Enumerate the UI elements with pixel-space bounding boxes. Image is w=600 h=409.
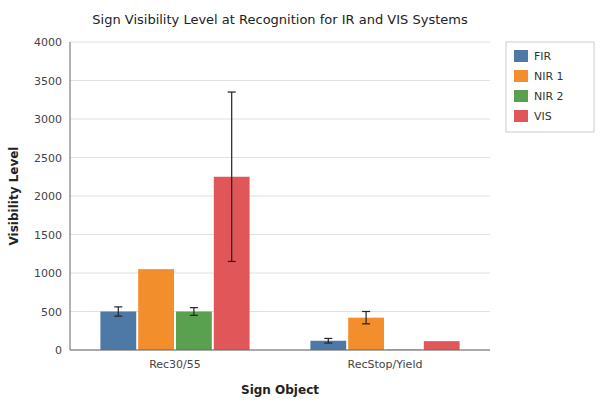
- grid-line: [70, 273, 490, 274]
- y-tick-label: 500: [41, 306, 62, 319]
- y-axis-label: Visibility Level: [7, 147, 21, 246]
- legend-swatch: [514, 70, 528, 82]
- y-tick-label: 2500: [34, 152, 62, 165]
- error-cap: [228, 91, 236, 92]
- bars: [100, 92, 459, 350]
- error-line: [366, 312, 367, 324]
- legend-label: NIR 2: [534, 90, 564, 103]
- grid-line: [70, 42, 490, 43]
- legend-swatch: [514, 50, 528, 62]
- x-tick-label: RecStop/Yield: [348, 358, 423, 371]
- grid-line: [70, 196, 490, 197]
- grid-line: [70, 157, 490, 158]
- x-axis: [70, 350, 490, 351]
- error-cap: [190, 307, 198, 308]
- legend-label: VIS: [534, 110, 552, 123]
- error-cap: [114, 316, 122, 317]
- error-line: [328, 338, 329, 343]
- legend-swatch: [514, 110, 528, 122]
- grid-line: [70, 234, 490, 235]
- error-cap: [362, 323, 370, 324]
- error-cap: [362, 311, 370, 312]
- legend-label: NIR 1: [534, 70, 564, 83]
- grid-line: [70, 80, 490, 81]
- x-axis-label: Sign Object: [241, 383, 319, 397]
- bar: [424, 341, 460, 350]
- y-tick-label: 3000: [34, 113, 62, 126]
- error-cap: [114, 306, 122, 307]
- error-cap: [324, 338, 332, 339]
- y-tick-label: 1000: [34, 267, 62, 280]
- error-cap: [228, 261, 236, 262]
- x-tick-label: Rec30/55: [149, 358, 201, 371]
- y-tick-label: 4000: [34, 36, 62, 49]
- chart: Sign Visibility Level at Recognition for…: [0, 0, 600, 409]
- grid-line: [70, 119, 490, 120]
- y-tick-label: 3500: [34, 75, 62, 88]
- bar: [138, 269, 174, 350]
- error-bar: [228, 92, 236, 261]
- error-line: [118, 307, 119, 316]
- error-line: [193, 308, 194, 316]
- y-tick-label: 0: [55, 344, 62, 357]
- error-bar: [362, 312, 370, 324]
- error-line: [231, 92, 232, 261]
- legend: FIR NIR 1 NIR 2 VIS: [506, 42, 594, 132]
- y-tick-label: 2000: [34, 190, 62, 203]
- error-bar: [324, 338, 332, 343]
- y-axis: [70, 42, 71, 350]
- y-tick-label: 1500: [34, 229, 62, 242]
- grid-line: [70, 350, 490, 351]
- legend-label: FIR: [534, 50, 552, 63]
- legend-frame: [506, 42, 594, 132]
- bar: [176, 312, 212, 351]
- error-bar: [114, 307, 122, 316]
- title: Sign Visibility Level at Recognition for…: [92, 12, 468, 27]
- error-bar: [190, 308, 198, 316]
- grid: [70, 42, 490, 350]
- error-cap: [324, 342, 332, 343]
- legend-swatch: [514, 90, 528, 102]
- bar: [100, 312, 136, 351]
- error-cap: [190, 315, 198, 316]
